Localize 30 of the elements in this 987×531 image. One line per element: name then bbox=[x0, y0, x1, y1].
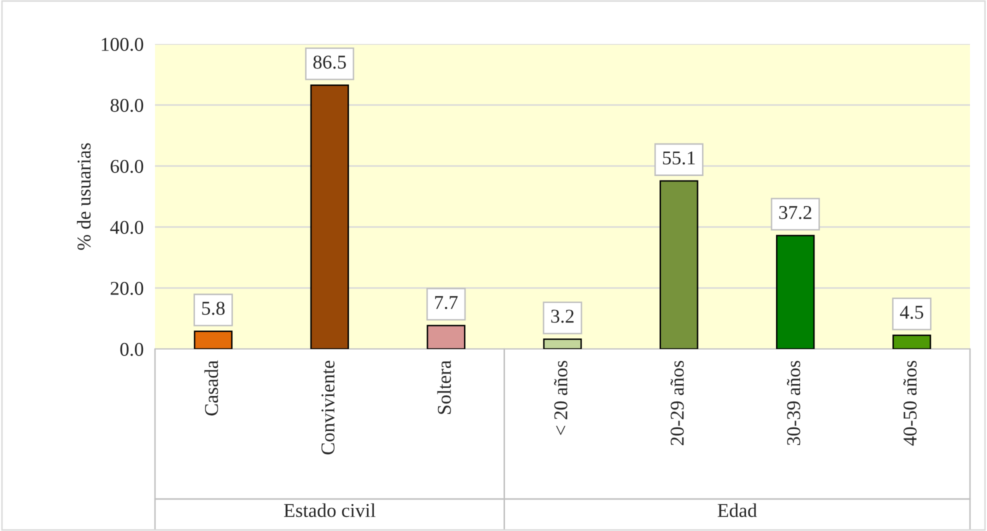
x-tick-label: Conviviente bbox=[321, 360, 335, 454]
x-tick-label: Casada bbox=[204, 360, 218, 416]
data-label: 37.2 bbox=[779, 206, 812, 220]
bar bbox=[426, 324, 466, 349]
y-tick-label: 80.0 bbox=[110, 98, 144, 112]
bar bbox=[543, 338, 582, 349]
bar bbox=[310, 84, 349, 349]
y-tick-label: 20.0 bbox=[110, 282, 144, 296]
text: Edad bbox=[718, 503, 757, 518]
x-tick-label: < 20 años bbox=[554, 360, 568, 435]
bar bbox=[892, 334, 932, 349]
text: Estado civil bbox=[284, 503, 376, 518]
bar bbox=[194, 330, 233, 349]
data-label: 4.5 bbox=[900, 306, 924, 319]
y-tick-label: 0.0 bbox=[120, 342, 144, 356]
bar bbox=[776, 234, 815, 349]
data-label: 55.1 bbox=[663, 151, 695, 165]
data-label: 86.5 bbox=[313, 56, 346, 69]
x-tick-label: 30-39 años bbox=[786, 360, 800, 446]
x-tick-label: 40-50 años bbox=[903, 360, 917, 446]
bar bbox=[660, 180, 698, 349]
y-tick-label: 60.0 bbox=[110, 160, 144, 174]
x-tick-label: Soltera bbox=[437, 360, 451, 414]
y-axis-title: % de usuarias bbox=[76, 143, 91, 250]
y-tick-label: 40.0 bbox=[110, 220, 144, 234]
data-label: 7.7 bbox=[435, 296, 458, 310]
x-tick-label: 20-29 años bbox=[670, 360, 684, 446]
data-label: 3.2 bbox=[551, 310, 574, 323]
y-tick-label: 100.0 bbox=[102, 38, 144, 52]
data-label: 5.8 bbox=[202, 302, 225, 315]
